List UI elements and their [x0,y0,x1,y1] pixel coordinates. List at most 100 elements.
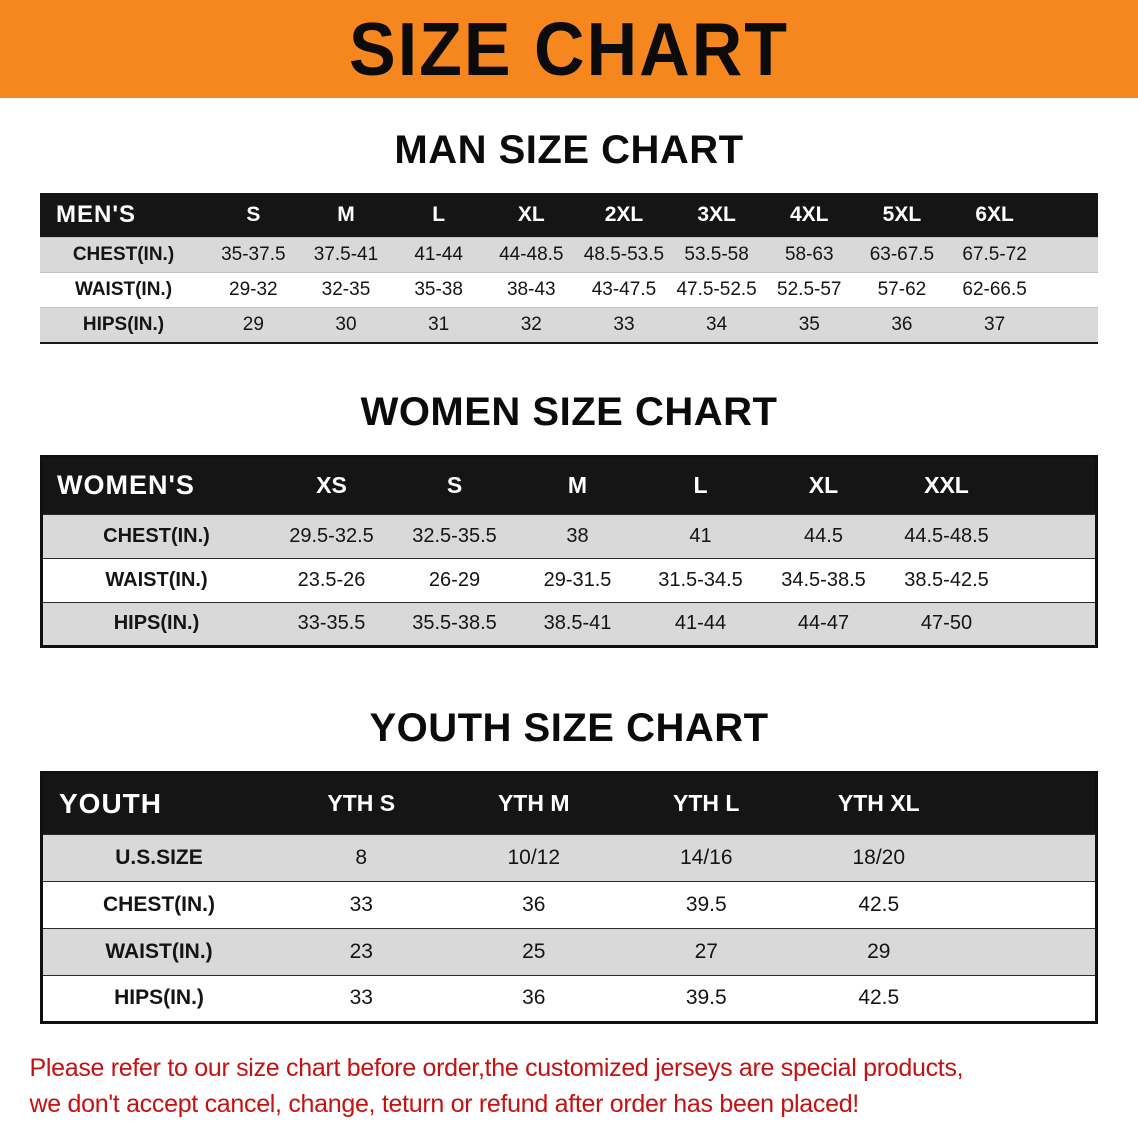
spacer [965,772,1097,834]
youth-table-wrap: YOUTH YTH S YTH M YTH L YTH XL U.S.SIZE 8 10/12… [40,770,1098,1024]
page-title: SIZE CHART [349,6,789,92]
size-value-cell: 30 [335,313,357,335]
measurement-label: HIPS(IN.) [114,986,204,1009]
size-value-cell: 62-66.5 [962,279,1027,300]
size-value-cell: 33 [349,986,373,1009]
measurement-label: WAIST(IN.) [105,939,213,963]
size-value-cell: 29 [867,939,891,963]
header-row: YOUTH YTH S YTH M YTH L YTH XL [41,772,1097,834]
size-value-cell: 47-50 [920,612,973,634]
size-column-header: S [207,193,300,238]
table-row: WAIST(IN.) 29-32 32-35 35-38 38-43 43-47.5 47.… [40,272,1098,308]
size-value-cell: 27 [694,939,718,963]
spacer [1041,273,1098,308]
measurement-label: CHEST(IN.) [72,244,175,265]
size-value-cell: 32.5-35.5 [412,524,497,547]
measurement-label: WAIST(IN.) [105,568,208,591]
size-value-cell: 34 [706,313,728,335]
size-value-cell: 57-62 [877,279,927,300]
size-column-header: XXL [885,456,1008,514]
size-value-cell: 35.5-38.5 [412,612,497,634]
size-value-cell: 42.5 [858,892,900,916]
table-group-label: WOMEN'S [41,456,270,514]
size-value-cell: 34.5-38.5 [781,568,866,591]
size-value-cell: 41-44 [674,612,727,634]
size-value-cell: 41-44 [414,244,463,265]
header-row: WOMEN'S XS S M L XL XXL [41,456,1097,514]
men-size-section: MAN SIZE CHART MEN'S S M L XL 2XL 3XL 4XL 5XL 6XL… [0,128,1138,344]
youth-size-section: YOUTH SIZE CHART YOUTH YTH S YTH M YTH L YTH… [0,706,1138,1024]
measurement-label: CHEST(IN.) [103,524,210,547]
spacer [1041,308,1098,343]
table-row: HIPS(IN.) 33-35.5 35.5-38.5 38.5-41 41-44 44-… [41,602,1097,646]
table-row: HIPS(IN.) 33 36 39.5 42.5 [41,975,1097,1022]
size-value-cell: 44.5-48.5 [904,524,989,547]
size-column-header: 3XL [670,193,763,238]
table-row: CHEST(IN.) 33 36 39.5 42.5 [41,881,1097,928]
size-value-cell: 63-67.5 [869,244,935,265]
table-row: U.S.SIZE 8 10/12 14/16 18/20 [41,834,1097,881]
disclaimer-line-1: Please refer to our size chart before or… [29,1053,964,1082]
size-column-header: XL [484,193,578,238]
size-value-cell: 31 [428,313,450,335]
men-section-heading: MAN SIZE CHART [394,128,744,172]
banner: SIZE CHART [0,0,1138,98]
size-value-cell: 32-35 [321,279,371,300]
measurement-label: WAIST(IN.) [74,279,173,300]
size-value-cell: 33-35.5 [297,612,366,634]
disclaimer-line-2: we don't accept cancel, change, teturn o… [29,1089,860,1118]
size-column-header: S [393,456,516,514]
women-table-wrap: WOMEN'S XS S M L XL XXL CHEST(IN.) 29.5-32.5 32.5… [40,454,1098,648]
size-value-cell: 25 [522,939,546,963]
size-value-cell: 35-37.5 [221,244,286,265]
size-value-cell: 67.5-72 [962,244,1027,265]
spacer [965,834,1097,881]
size-value-cell: 53.5-58 [684,244,749,265]
youth-section-heading: YOUTH SIZE CHART [369,705,769,750]
size-column-header: 6XL [948,193,1041,238]
size-value-cell: 38 [566,524,589,547]
women-size-table: WOMEN'S XS S M L XL XXL CHEST(IN.) 29.5-32.5 32.5… [40,454,1098,648]
measurement-label: U.S.SIZE [115,845,203,869]
men-size-table: MEN'S S M L XL 2XL 3XL 4XL 5XL 6XL CHEST(IN.) 35-37… [40,193,1098,344]
table-row: WAIST(IN.) 23 25 27 29 [41,928,1097,975]
size-column-header: YTH XL [792,772,965,834]
size-value-cell: 29 [242,313,264,335]
size-value-cell: 36 [891,313,913,335]
spacer [1008,602,1097,646]
size-value-cell: 29-32 [229,279,278,300]
size-column-header: YTH M [447,772,620,834]
measurement-label: HIPS(IN.) [113,612,200,634]
size-column-header: M [516,456,639,514]
size-value-cell: 44-47 [797,612,850,634]
spacer [1041,238,1098,273]
size-value-cell: 8 [355,845,368,869]
table-row: WAIST(IN.) 23.5-26 26-29 29-31.5 31.5-34.5 34… [41,558,1097,602]
spacer [1008,514,1097,558]
size-value-cell: 18/20 [852,845,906,869]
size-value-cell: 29.5-32.5 [289,524,374,547]
size-value-cell: 14/16 [679,845,733,869]
size-value-cell: 31.5-34.5 [658,568,743,591]
size-value-cell: 35 [798,313,820,335]
size-value-cell: 37.5-41 [313,244,379,265]
size-column-header: 5XL [855,193,949,238]
size-value-cell: 58-63 [784,244,834,265]
size-value-cell: 10/12 [507,845,561,869]
size-value-cell: 37 [984,313,1006,335]
size-value-cell: 52.5-57 [777,279,842,300]
size-column-header: YTH L [620,772,793,834]
table-row: HIPS(IN.) 29 30 31 32 33 34 35 36 37 [40,307,1098,343]
measurement-label: CHEST(IN.) [103,892,215,916]
size-value-cell: 29-31.5 [543,568,612,591]
size-value-cell: 39.5 [685,986,727,1009]
size-value-cell: 42.5 [858,986,900,1009]
size-value-cell: 38.5-42.5 [904,568,989,591]
size-column-header: 4XL [762,193,856,238]
size-value-cell: 36 [522,892,546,916]
table-row: CHEST(IN.) 35-37.5 37.5-41 41-44 44-48.5 48.5… [40,237,1098,273]
spacer [965,975,1097,1022]
size-column-header: 2XL [577,193,671,238]
header-row: MEN'S S M L XL 2XL 3XL 4XL 5XL 6XL [40,193,1098,238]
size-value-cell: 39.5 [685,892,727,916]
